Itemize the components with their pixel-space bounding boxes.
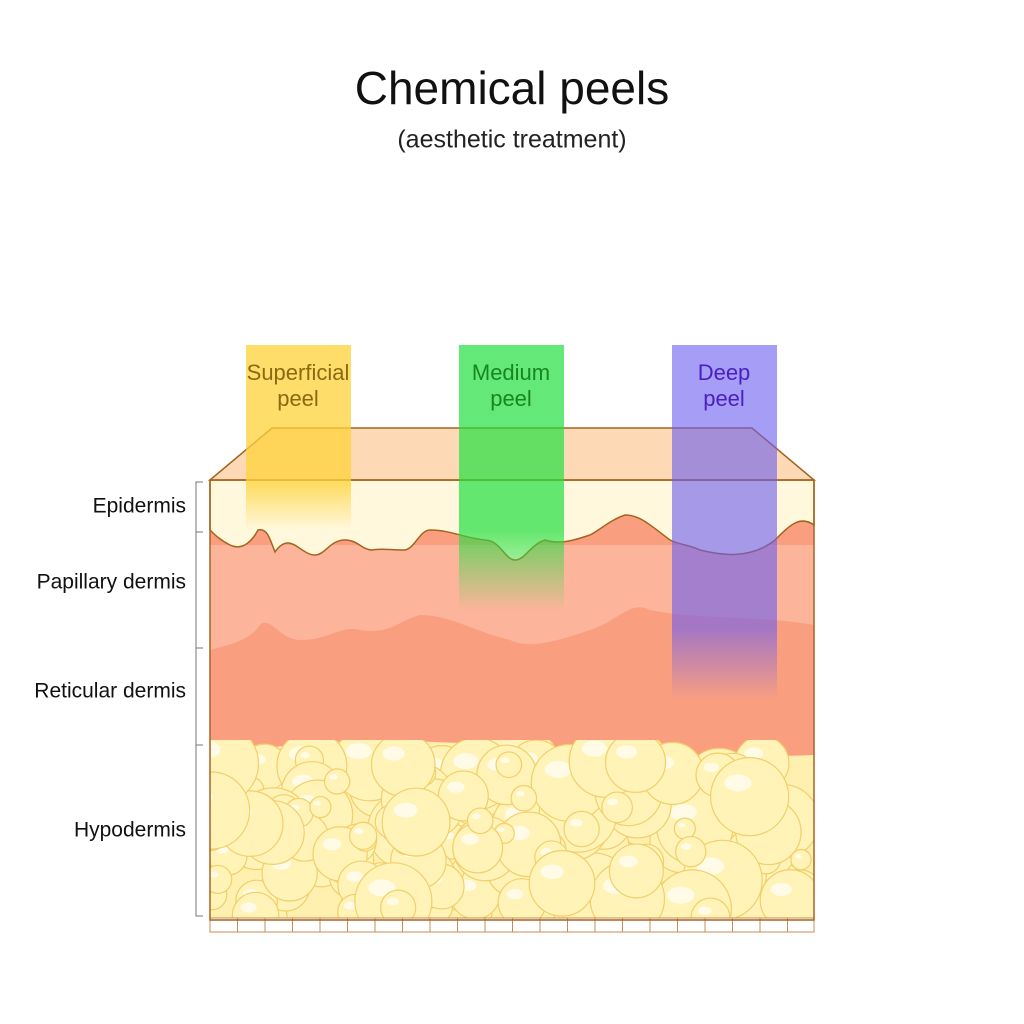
fat-cell (348, 821, 378, 851)
fat-cell (309, 795, 332, 819)
fat-cell-highlight (210, 871, 219, 878)
fat-cell (210, 864, 233, 895)
fat-cell-highlight (471, 813, 481, 820)
deep-peel-band (672, 345, 777, 700)
fat-cell (495, 751, 523, 779)
fat-cell-highlight (322, 838, 342, 851)
fat-cells (210, 740, 814, 918)
fat-cell (673, 817, 696, 840)
fat-cell-highlight (394, 802, 418, 818)
fat-cell (601, 791, 633, 824)
fat-cell-highlight (328, 774, 338, 780)
peel-label: Deep (698, 360, 751, 385)
fat-cell-highlight (210, 791, 214, 803)
fat-cell-highlight (346, 871, 363, 882)
fat-cell (528, 849, 596, 917)
fat-cell-highlight (669, 804, 697, 821)
subtitle: (aesthetic treatment) (397, 126, 626, 154)
layer-label: Reticular dermis (34, 680, 186, 703)
fat-cell (608, 843, 664, 899)
medium-peel-band (459, 345, 564, 610)
layer-bracket (195, 647, 203, 746)
superficial-peel-band (246, 345, 351, 530)
fat-cell-highlight (607, 798, 618, 806)
fat-cell-highlight (794, 853, 802, 859)
fat-cell-highlight (540, 864, 564, 880)
fat-cell-highlight (300, 752, 311, 759)
fat-cell-highlight (678, 822, 686, 828)
fat-cell-highlight (461, 833, 479, 845)
fat-cell-highlight (453, 753, 479, 770)
peel-label: peel (277, 386, 319, 411)
fat-cell-highlight (724, 774, 752, 792)
fat-cell-highlight (697, 906, 712, 915)
fat-cell (380, 889, 417, 918)
title: Chemical peels (355, 62, 669, 114)
fat-cell-highlight (210, 823, 211, 828)
fat-cell (210, 771, 251, 850)
fat-cell-highlight (680, 843, 692, 850)
fat-cell-highlight (447, 781, 465, 793)
fat-cell-highlight (240, 902, 257, 913)
fat-cell-highlight (497, 827, 505, 833)
layer-bracket (195, 531, 203, 649)
fat-cell-highlight (581, 740, 608, 757)
fat-cell-highlight (313, 801, 321, 806)
fat-cell (323, 768, 351, 795)
fat-cell (381, 787, 451, 857)
layer-bracket (195, 481, 203, 533)
fat-cell-highlight (500, 757, 510, 764)
peel-label: peel (703, 386, 745, 411)
fat-cell-highlight (667, 886, 695, 904)
fat-cell (675, 835, 707, 868)
layer-labels: Epidermis Papillary dermis Reticular dermi… (34, 481, 203, 917)
layer-label: Papillary dermis (37, 571, 186, 594)
fat-cell (710, 756, 790, 837)
fat-cell-highlight (368, 879, 396, 897)
fat-cell-highlight (345, 742, 372, 760)
fat-cell-highlight (515, 790, 525, 797)
fat-cell-highlight (570, 818, 583, 827)
fat-cell-highlight (696, 857, 725, 875)
fat-cell-highlight (382, 746, 405, 761)
layer-label: Epidermis (93, 495, 186, 518)
fat-cell-highlight (506, 888, 524, 900)
fat-cell-highlight (210, 741, 221, 759)
peel-label: peel (490, 386, 532, 411)
fat-cell (510, 784, 538, 812)
fat-cell (466, 807, 494, 835)
fat-cell-highlight (386, 897, 400, 906)
fat-cell (604, 740, 667, 793)
peel-label: Medium (472, 360, 550, 385)
fat-cell-highlight (744, 747, 764, 760)
fat-cell-highlight (703, 762, 720, 773)
fat-cell-highlight (770, 882, 792, 896)
fat-cell-highlight (354, 828, 364, 835)
fat-cell-highlight (616, 745, 638, 759)
fat-cell-highlight (618, 855, 638, 868)
fat-cell-highlight (343, 901, 357, 910)
peel-label: Superficial (247, 360, 350, 385)
fat-cell (370, 740, 436, 797)
fat-cell (563, 810, 600, 848)
fat-cell (790, 848, 812, 871)
layer-bracket (195, 744, 203, 917)
layer-label: Hypodermis (74, 819, 186, 842)
fat-cell-highlight (544, 761, 572, 778)
